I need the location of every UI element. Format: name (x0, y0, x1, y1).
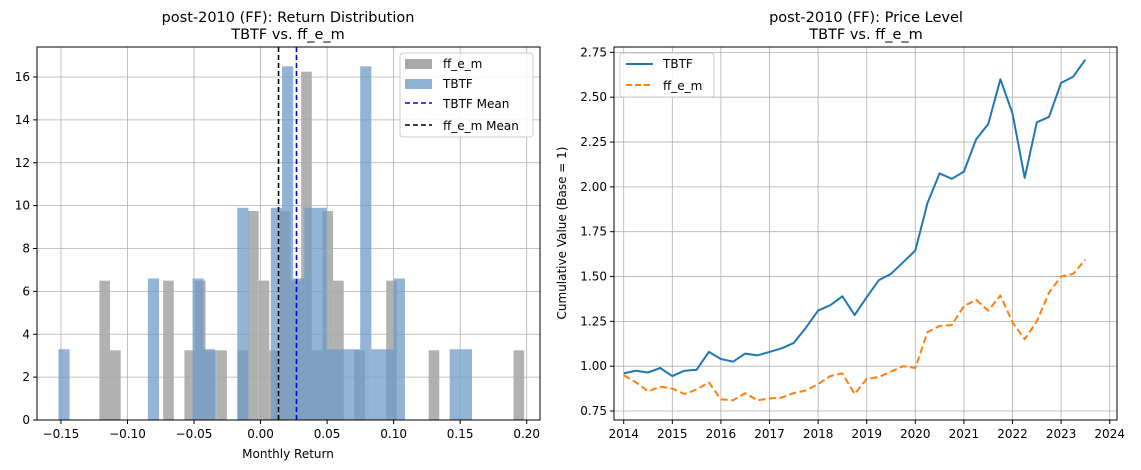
histogram-bar-tbtf (349, 349, 361, 420)
histogram-x-tick-label: 0.05 (314, 427, 341, 441)
line-chart-x-tick-label: 2021 (949, 427, 980, 441)
histogram-y-tick-label: 0 (22, 413, 30, 427)
histogram-y-tick-label: 6 (22, 284, 30, 298)
line-chart-x-tick-label: 2015 (657, 427, 688, 441)
histogram-bar-tbtf (460, 349, 473, 420)
histogram-bar-ff-e-m (258, 280, 270, 420)
histogram-title: post-2010 (FF): Return Distribution (162, 10, 415, 26)
line-chart-y-tick-label: 1.50 (580, 270, 607, 284)
histogram-series-tbtf (58, 66, 473, 421)
histogram-x-tick-label: 0.00 (247, 427, 274, 441)
histogram-y-ticks: 0 2 4 6 8 10 12 14 16 (15, 70, 37, 427)
line-chart-x-tick-label: 2018 (803, 427, 834, 441)
histogram-legend: ff_e_m TBTF TBTF Mean ff_e_m Mean (399, 52, 534, 138)
histogram-panel: post-2010 (FF): Return Distribution TBTF… (15, 10, 541, 461)
histogram-bar-tbtf (315, 207, 327, 420)
legend-swatch-tbtf (405, 79, 432, 89)
histogram-y-tick-label: 8 (22, 242, 30, 256)
histogram-bar-tbtf (393, 278, 405, 420)
line-chart-x-tick-label: 2014 (608, 427, 639, 441)
line-chart-y-tick-label: 1.75 (580, 225, 607, 239)
line-chart-grid (614, 47, 1117, 420)
legend-label-ff-e-m: ff_e_m (443, 57, 482, 71)
histogram-bar-ff-e-m (428, 350, 440, 420)
line-chart-x-tick-label: 2020 (900, 427, 931, 441)
histogram-bar-tbtf (58, 349, 70, 420)
line-series-ff-e-m (623, 258, 1087, 402)
line-chart-y-tick-label: 2.25 (580, 135, 607, 149)
line-chart-title: post-2010 (FF): Price Level (769, 10, 963, 26)
histogram-bars (58, 66, 525, 421)
histogram-bar-tbtf (360, 66, 372, 421)
histogram-bar-ff-e-m (184, 350, 196, 420)
line-chart-y-tick-label: 2.50 (580, 90, 607, 104)
histogram-x-tick-label: 0.15 (447, 427, 474, 441)
histogram-bar-tbtf (270, 207, 282, 420)
histogram-subtitle: TBTF vs. ff_e_m (230, 27, 345, 43)
histogram-bar-ff-e-m (513, 350, 525, 420)
histogram-bar-tbtf (192, 278, 204, 420)
histogram-bar-tbtf (326, 349, 338, 420)
line-chart-x-tick-label: 2024 (1094, 427, 1125, 441)
histogram-bar-tbtf (449, 349, 461, 420)
line-chart-y-tick-label: 2.00 (580, 180, 607, 194)
line-chart-y-tick-label: 2.75 (580, 45, 607, 59)
line-chart-y-tick-label: 1.00 (580, 359, 607, 373)
histogram-bar-tbtf (237, 207, 249, 420)
line-chart-series (623, 59, 1087, 402)
histogram-bar-ff-e-m (163, 280, 174, 420)
histogram-x-axis-label: Monthly Return (242, 447, 334, 461)
line-series-tbtf (623, 59, 1087, 378)
legend-label-ff-e-m-mean: ff_e_m Mean (443, 119, 519, 133)
line-chart-x-tick-label: 2023 (1046, 427, 1077, 441)
histogram-bar-ff-e-m (248, 210, 259, 420)
histogram-x-tick-label: −0.15 (43, 427, 80, 441)
line-chart-panel: post-2010 (FF): Price Level TBTF vs. ff_… (555, 10, 1125, 441)
histogram-bar-tbtf (203, 349, 215, 420)
histogram-x-tick-label: −0.10 (109, 427, 146, 441)
line-chart-y-axis-label: Cumulative Value (Base = 1) (555, 147, 569, 320)
line-chart-x-tick-label: 2017 (754, 427, 785, 441)
histogram-bar-tbtf (281, 66, 294, 421)
legend-label-ff-e-m-line: ff_e_m (663, 79, 702, 93)
line-chart-y-ticks: 0.75 1.00 1.25 1.50 1.75 2.00 2.25 2.50 2.75 (580, 45, 614, 418)
histogram-x-tick-label: −0.05 (176, 427, 213, 441)
histogram-bar-ff-e-m (216, 350, 227, 420)
legend-swatch-ff-e-m (405, 59, 432, 69)
histogram-y-tick-label: 12 (15, 156, 30, 170)
line-chart-axes-frame (613, 46, 1118, 421)
histogram-bar-ff-e-m (322, 210, 334, 420)
line-chart-x-ticks: 2014 2015 2016 2017 2018 2019 2020 2021 2022 2023… (608, 420, 1125, 441)
histogram-axes-frame (36, 46, 541, 421)
histogram-y-tick-label: 2 (22, 370, 30, 384)
line-chart-x-tick-label: 2022 (997, 427, 1028, 441)
line-chart-y-tick-label: 0.75 (580, 404, 607, 418)
histogram-bar-ff-e-m (99, 280, 111, 420)
histogram-mean-lines (277, 47, 298, 420)
line-chart-x-tick-label: 2019 (851, 427, 882, 441)
histogram-bar-tbtf (293, 278, 305, 420)
line-chart-x-tick-label: 2016 (706, 427, 737, 441)
histogram-x-tick-label: 0.20 (513, 427, 540, 441)
line-chart-y-tick-label: 1.25 (580, 314, 607, 328)
histogram-x-tick-label: 0.10 (380, 427, 407, 441)
histogram-y-tick-label: 14 (15, 113, 30, 127)
histogram-y-tick-label: 16 (15, 70, 30, 84)
legend-label-tbtf-mean: TBTF Mean (442, 97, 509, 111)
histogram-bar-tbtf (382, 349, 394, 420)
legend-label-tbtf-line: TBTF (662, 57, 693, 71)
histogram-bar-tbtf (147, 278, 160, 420)
histogram-legend-frame (399, 52, 534, 138)
histogram-bar-tbtf (337, 349, 350, 420)
histogram-x-ticks: −0.15 −0.10 −0.05 0.00 0.05 0.10 0.15 0.20 (43, 420, 540, 441)
histogram-y-tick-label: 10 (15, 199, 30, 213)
histogram-bar-ff-e-m (110, 350, 121, 420)
histogram-bar-tbtf (371, 349, 383, 420)
line-chart-legend: TBTF ff_e_m (619, 52, 715, 98)
histogram-bar-tbtf (304, 207, 316, 420)
line-chart-subtitle: TBTF vs. ff_e_m (808, 27, 923, 43)
legend-label-tbtf: TBTF (442, 77, 473, 91)
histogram-y-tick-label: 4 (22, 327, 30, 341)
